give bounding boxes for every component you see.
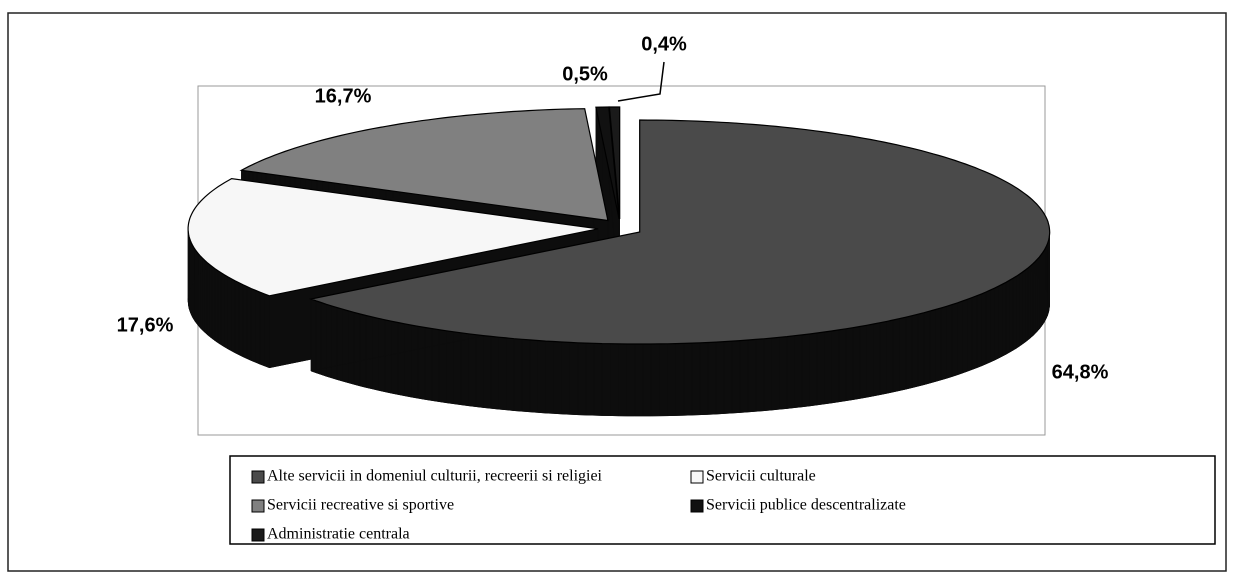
pie: [187, 106, 1051, 417]
slice: [308, 119, 1051, 345]
labels: 64,8% 17,6% 16,7% 0,5% 0,4%: [117, 33, 1109, 383]
legend-label: Alte servicii in domeniul culturii, recr…: [267, 468, 603, 485]
data-label: 0,4%: [641, 33, 687, 55]
legend-label: Administratie centrala: [267, 526, 410, 543]
legend-box: [229, 455, 1216, 545]
legend-label: Servicii recreative si sportive: [267, 497, 454, 514]
leader-line: [617, 61, 665, 102]
legend-swatch: [690, 470, 704, 484]
slice: [595, 106, 620, 220]
legend-swatch: [690, 499, 704, 513]
data-label: 64,8%: [1052, 361, 1109, 383]
legend-label: Servicii publice descentralizate: [706, 497, 906, 514]
legend: Alte servicii in domeniul culturii, recr…: [251, 468, 906, 543]
legend-swatch: [251, 528, 265, 542]
legend-swatch: [251, 470, 265, 484]
chart-frame: [7, 12, 1227, 572]
data-label: 17,6%: [117, 314, 174, 336]
legend-swatch: [251, 499, 265, 513]
data-label: 16,7%: [315, 85, 372, 107]
legend-label: Servicii culturale: [706, 468, 816, 485]
slice: [239, 108, 609, 222]
slice: [187, 177, 599, 297]
data-label: 0,5%: [562, 63, 608, 85]
